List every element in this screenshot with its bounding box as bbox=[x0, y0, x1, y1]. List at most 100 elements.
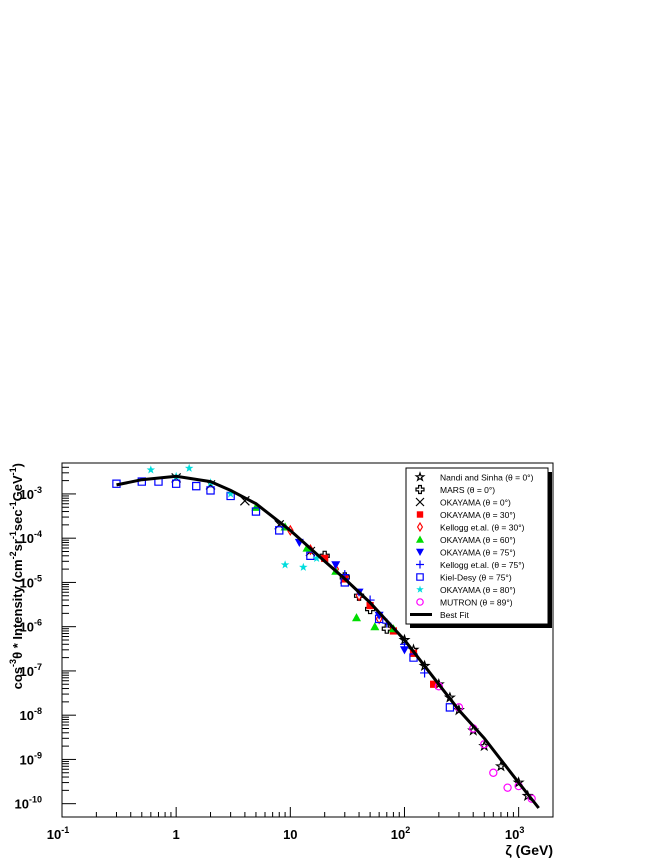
tick-base: 10 bbox=[47, 827, 61, 842]
legend-marker bbox=[416, 573, 424, 581]
tick-exponent: -9 bbox=[34, 750, 42, 760]
data-point bbox=[206, 486, 215, 495]
data-point bbox=[251, 502, 261, 511]
y-label-part: θ * Intensity (cm bbox=[10, 559, 25, 659]
legend-marker bbox=[415, 484, 425, 495]
legend-label: OKAYAMA (θ = 30°) bbox=[440, 510, 516, 520]
legend-label: OKAYAMA (θ = 0°) bbox=[440, 498, 511, 508]
x-axis-label: ζ (GeV) bbox=[505, 842, 553, 858]
tick-label: 103 bbox=[505, 825, 524, 842]
tick-exponent: -6 bbox=[34, 618, 42, 628]
legend-marker bbox=[414, 471, 426, 482]
data-point bbox=[137, 477, 146, 486]
tick-label: 102 bbox=[391, 825, 410, 842]
y-label-sup: -2 bbox=[8, 551, 18, 559]
tick-base: 10 bbox=[20, 575, 34, 590]
data-point bbox=[370, 622, 380, 631]
legend-label: Kellogg et.al. (θ = 75°) bbox=[440, 560, 525, 570]
tick-exponent: -10 bbox=[29, 795, 42, 805]
y-label-part: GeV bbox=[10, 475, 25, 501]
data-point bbox=[381, 623, 392, 634]
tick-base: 10 bbox=[20, 708, 34, 723]
data-point bbox=[171, 479, 181, 488]
legend-marker bbox=[416, 511, 424, 518]
legend-label: OKAYAMA (θ = 75°) bbox=[440, 548, 516, 558]
data-point bbox=[184, 463, 194, 472]
data-point bbox=[375, 613, 383, 625]
legend-marker bbox=[415, 497, 425, 507]
tick-base: 10 bbox=[505, 827, 519, 842]
tick-exponent: 3 bbox=[519, 825, 524, 835]
tick-label: 10-10 bbox=[15, 795, 42, 812]
data-point bbox=[312, 553, 321, 562]
y-label-sup: -1 bbox=[8, 467, 18, 475]
data-point bbox=[503, 783, 512, 792]
legend-label: MARS (θ = 0°) bbox=[440, 485, 495, 495]
legend-label: Best Fit bbox=[440, 610, 469, 620]
tick-label: 10-5 bbox=[20, 573, 42, 590]
x-label-part: ζ (GeV) bbox=[505, 842, 553, 858]
y-axis-label: cos-3θ * Intensity (cm-2sr-1sec-1GeV-1) bbox=[8, 463, 25, 689]
tick-base: 10 bbox=[15, 797, 29, 812]
legend-label: Kellogg et.al. (θ = 30°) bbox=[440, 523, 525, 533]
tick-label: 10-6 bbox=[20, 618, 42, 635]
tick-base: 1 bbox=[173, 827, 180, 842]
y-label-part: sr bbox=[10, 539, 25, 551]
tick-label: 10-1 bbox=[47, 825, 69, 842]
tick-exponent: 2 bbox=[405, 825, 410, 835]
fit-line bbox=[116, 474, 540, 809]
tick-label: 10-3 bbox=[20, 485, 42, 502]
data-point bbox=[306, 551, 315, 560]
tick-base: 10 bbox=[391, 827, 405, 842]
data-point bbox=[420, 668, 430, 678]
y-label-part: cos bbox=[10, 667, 25, 689]
tick-label: 10-7 bbox=[20, 662, 42, 679]
legend-marker bbox=[416, 585, 424, 593]
tick-base: 10 bbox=[20, 487, 34, 502]
data-point bbox=[299, 562, 308, 571]
data-point bbox=[445, 703, 455, 712]
data-point bbox=[275, 526, 284, 535]
data-point bbox=[192, 481, 201, 491]
legend-marker bbox=[416, 535, 424, 543]
data-point bbox=[331, 561, 341, 570]
legend-marker bbox=[416, 548, 424, 556]
data-point bbox=[399, 646, 409, 655]
data-point bbox=[527, 794, 536, 803]
tick-label: 10-4 bbox=[20, 529, 42, 546]
y-label-sup: -1 bbox=[8, 501, 18, 509]
y-label-part: ) bbox=[10, 463, 25, 467]
legend-label: OKAYAMA (θ = 60°) bbox=[440, 535, 516, 545]
tick-label: 1 bbox=[173, 827, 180, 842]
legend-box bbox=[405, 467, 549, 625]
data-point bbox=[352, 613, 362, 622]
tick-exponent: -8 bbox=[34, 706, 42, 716]
tick-exponent: -1 bbox=[61, 825, 69, 835]
legend-marker bbox=[416, 560, 424, 569]
tick-base: 10 bbox=[20, 664, 34, 679]
y-label-sup: -3 bbox=[8, 659, 18, 667]
y-label-part: sec bbox=[10, 509, 25, 531]
tick-exponent: -7 bbox=[34, 662, 42, 672]
tick-base: 10 bbox=[20, 620, 34, 635]
tick-base: 10 bbox=[20, 752, 34, 767]
data-point bbox=[280, 560, 290, 569]
data-point bbox=[112, 479, 121, 488]
legend-label: OKAYAMA (θ = 80°) bbox=[440, 585, 516, 595]
tick-base: 10 bbox=[283, 827, 297, 842]
legend-marker bbox=[416, 521, 424, 533]
tick-label: 10 bbox=[283, 827, 297, 842]
tick-exponent: -5 bbox=[34, 573, 42, 583]
y-label-sup: -1 bbox=[8, 531, 18, 539]
tick-exponent: -4 bbox=[34, 529, 42, 539]
tick-label: 10-8 bbox=[20, 706, 42, 723]
data-point bbox=[302, 543, 312, 552]
data-point bbox=[226, 489, 235, 498]
legend-label: Kiel-Desy (θ = 75°) bbox=[440, 573, 512, 583]
tick-exponent: -3 bbox=[34, 485, 42, 495]
data-point bbox=[251, 507, 261, 516]
tick-label: 10-9 bbox=[20, 750, 42, 767]
data-point bbox=[489, 768, 498, 777]
data-point bbox=[146, 465, 156, 474]
